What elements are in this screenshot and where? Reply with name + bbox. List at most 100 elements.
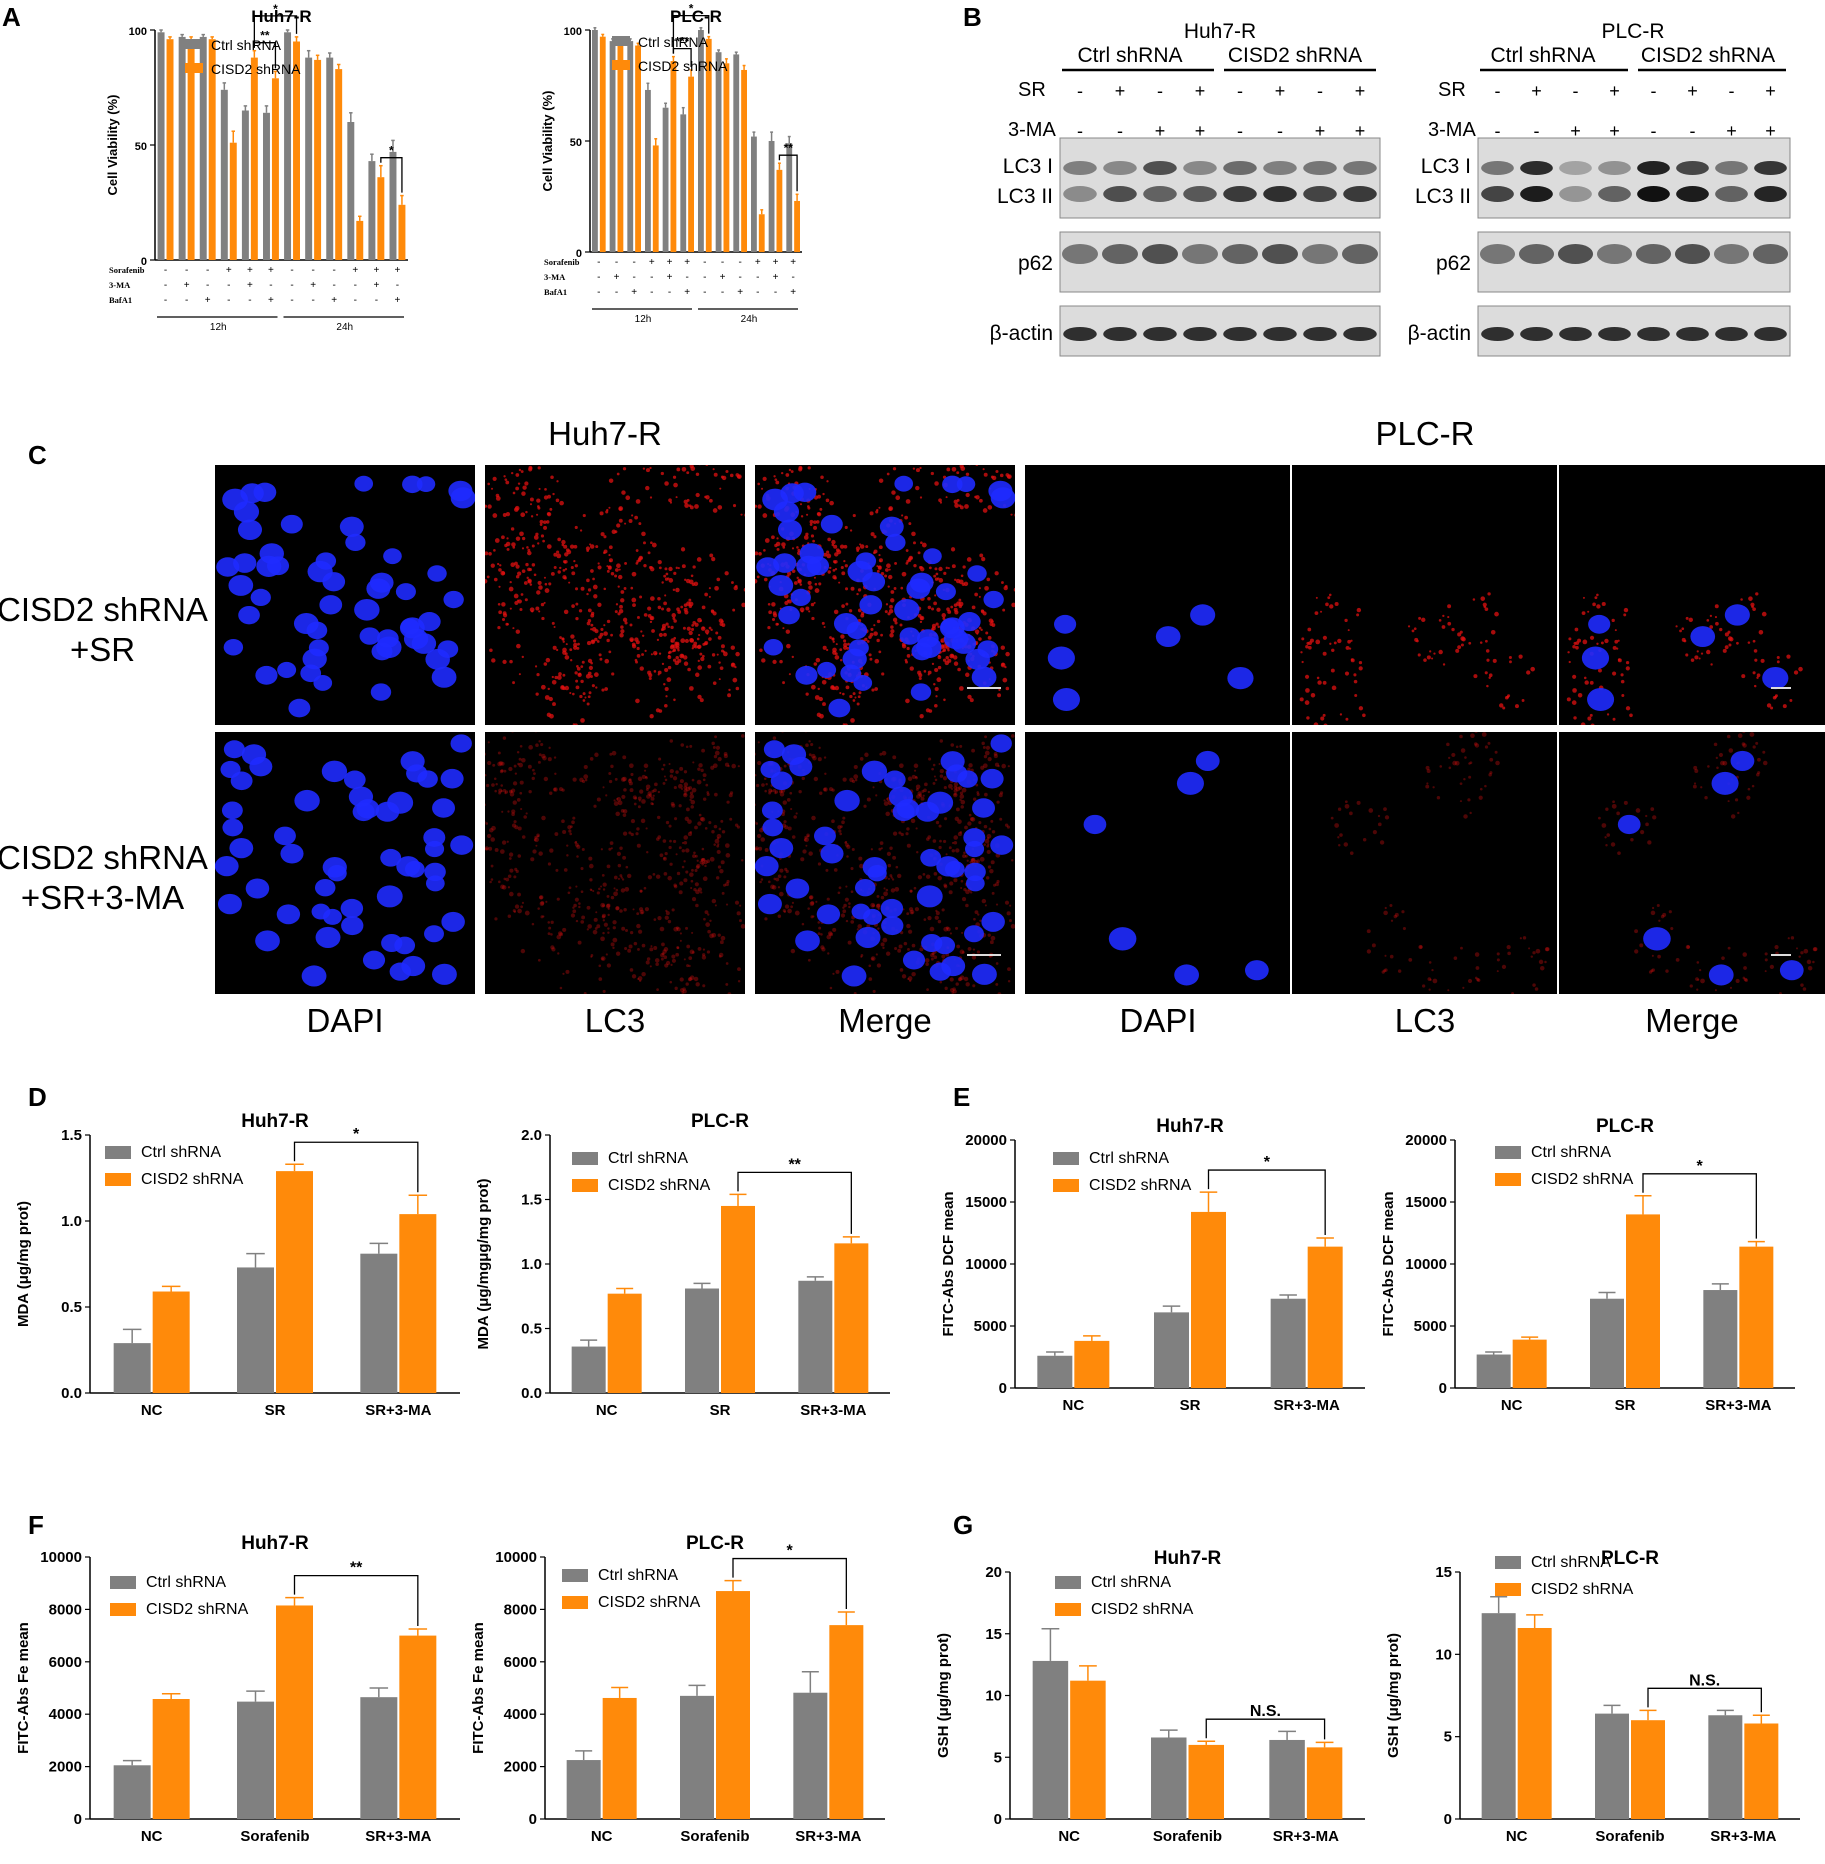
lc3-puncta: [1756, 677, 1758, 679]
lc3-puncta: [768, 603, 771, 606]
y-axis-label: FITC-Abs Fe mean: [15, 1622, 32, 1754]
lc3-puncta: [513, 800, 517, 804]
lc3-puncta: [808, 585, 813, 590]
lc3-puncta: [854, 992, 857, 994]
lc3-puncta: [1470, 733, 1475, 738]
lc3-puncta: [711, 557, 715, 561]
lc3-puncta: [485, 505, 487, 508]
lc3-puncta: [697, 665, 702, 670]
lc3-puncta: [940, 739, 943, 742]
lc3-puncta: [810, 743, 813, 746]
lc3-puncta: [657, 639, 659, 641]
lc3-puncta: [521, 593, 524, 596]
lc3-puncta: [665, 578, 668, 581]
nucleus: [354, 476, 373, 492]
lc3-puncta: [686, 471, 689, 474]
lc3-puncta: [568, 830, 571, 833]
lc3-puncta: [1715, 604, 1719, 608]
lc3-puncta: [845, 843, 849, 847]
lc3-puncta: [864, 753, 868, 757]
x-tick-label: SR+3-MA: [365, 1402, 431, 1419]
lc3-puncta: [1301, 637, 1304, 640]
condition-sign: -: [738, 257, 741, 268]
lc3-puncta: [589, 691, 592, 694]
lc3-puncta: [628, 779, 632, 783]
lc3-puncta: [674, 817, 677, 820]
lc3-puncta: [987, 505, 992, 510]
lc3-puncta: [541, 617, 544, 620]
bar: [1626, 1214, 1660, 1388]
lc3-puncta: [811, 534, 814, 537]
lc3-puncta: [1624, 608, 1628, 612]
lc3-puncta: [513, 781, 517, 785]
lc3-puncta: [1349, 812, 1353, 816]
lc3-puncta: [812, 756, 817, 761]
lc3-puncta: [867, 797, 871, 801]
lc3-puncta: [513, 820, 516, 823]
lc3-puncta: [602, 874, 605, 877]
lc3-puncta: [721, 623, 725, 627]
lc3-puncta: [645, 907, 649, 911]
bar: [153, 1699, 190, 1819]
lc3-puncta: [522, 547, 524, 549]
lc3-puncta: [501, 602, 505, 606]
lc3-puncta: [503, 789, 506, 792]
nucleus: [448, 481, 472, 501]
bar: [314, 60, 321, 260]
nucleus: [281, 515, 303, 534]
lc3-puncta: [695, 904, 699, 908]
actin-band: [1637, 327, 1670, 341]
lc3-puncta: [716, 578, 720, 582]
lc3-puncta: [611, 942, 615, 946]
nucleus: [371, 683, 391, 700]
lc3-puncta: [998, 689, 1000, 691]
nucleus: [755, 856, 779, 876]
lc3-puncta: [956, 982, 959, 985]
lc3-puncta: [925, 962, 929, 966]
nucleus: [1712, 772, 1739, 795]
significance-label: N.S.: [1689, 1672, 1720, 1689]
lc3-puncta: [610, 841, 614, 845]
lc3-puncta: [508, 886, 510, 888]
lc3-puncta: [616, 563, 621, 568]
condition-sign: -: [791, 272, 794, 283]
lc3-puncta: [1480, 788, 1483, 791]
lc3-puncta: [761, 488, 763, 490]
bar: [1070, 1681, 1106, 1819]
lc3-puncta: [835, 655, 840, 660]
x-tick-label: SR: [1180, 1397, 1201, 1414]
bar: [237, 1702, 274, 1819]
sign: -: [1729, 81, 1735, 101]
condition-sign: +: [373, 280, 379, 291]
nucleus: [438, 640, 459, 658]
lc3-puncta: [501, 769, 504, 772]
lc3-puncta: [774, 478, 777, 481]
lc3-puncta: [897, 949, 901, 953]
lc3-puncta: [1475, 952, 1480, 957]
lc3-ii-band: [1303, 186, 1337, 202]
lc3-puncta: [995, 983, 998, 986]
lc3-puncta: [595, 629, 599, 633]
lc3-puncta: [1455, 649, 1459, 653]
lc3-puncta: [988, 636, 992, 640]
legend-swatch: [1495, 1146, 1521, 1159]
lc3-puncta: [669, 863, 672, 866]
lc3-puncta: [638, 930, 642, 934]
lc3-puncta: [764, 790, 767, 793]
condition-sign: +: [614, 272, 620, 283]
nucleus: [216, 557, 239, 577]
lc3-puncta: [1475, 743, 1479, 747]
lc3-puncta: [618, 878, 620, 880]
lc3-puncta: [1350, 640, 1352, 642]
condition-sign: +: [790, 287, 796, 298]
lc3-puncta: [653, 795, 655, 797]
lc3-puncta: [776, 542, 781, 547]
nucleus: [443, 591, 463, 608]
lc3-puncta: [970, 891, 972, 893]
lc3-puncta: [603, 624, 605, 626]
lc3-puncta: [855, 779, 858, 782]
nucleus: [769, 838, 793, 858]
lc3-puncta: [890, 598, 894, 602]
lc3-puncta: [790, 808, 792, 810]
lc3-puncta: [562, 575, 566, 579]
